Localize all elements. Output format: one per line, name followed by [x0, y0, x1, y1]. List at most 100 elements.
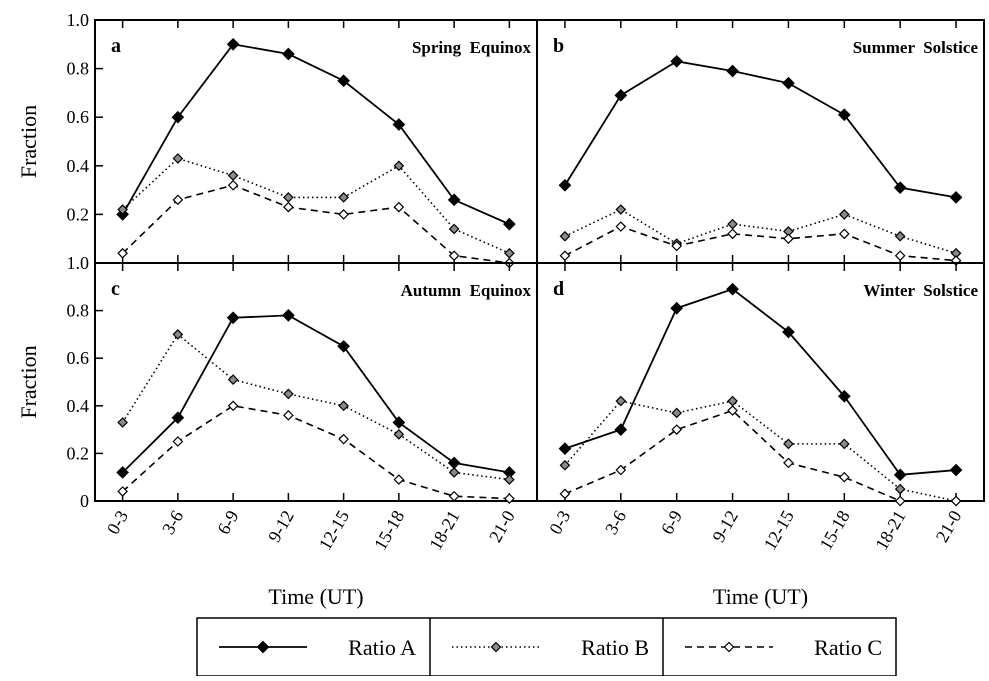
data-point — [447, 193, 461, 207]
x-tick-label: 3-6 — [158, 507, 187, 538]
legend-marker — [256, 640, 270, 654]
x-tick-label: 12-15 — [315, 507, 353, 553]
series-line — [564, 225, 957, 262]
x-axis-title: Time (UT) — [713, 584, 808, 609]
series-line — [564, 208, 957, 255]
legend-item-ratio-c: Ratio C — [662, 618, 882, 676]
x-tick-label: 18-21 — [871, 507, 909, 553]
data-point — [448, 490, 460, 502]
data-point — [503, 217, 516, 231]
series-ratio-a — [116, 309, 516, 479]
legend: Ratio A Ratio B Ratio C — [196, 617, 897, 677]
data-point — [393, 160, 405, 172]
data-point — [338, 400, 349, 412]
data-point — [227, 400, 239, 412]
legend-item-ratio-a: Ratio A — [219, 635, 416, 660]
panel-a: 0.2 0.4 0.6 0.8 1.0 Fraction a Spring Equinox — [16, 10, 538, 269]
x-tick-label: 3-6 — [601, 507, 630, 538]
data-point — [671, 407, 683, 419]
data-point — [949, 463, 963, 477]
y-tick-label: 0.6 — [67, 348, 90, 368]
x-tick-label: 18-21 — [425, 507, 463, 553]
data-point — [837, 389, 851, 403]
y-tick-label: 0 — [80, 491, 89, 511]
data-point — [838, 209, 850, 220]
panel-title: Summer Solstice — [853, 38, 979, 57]
x-tick-label: 6-9 — [657, 507, 686, 538]
data-point — [838, 471, 850, 483]
data-point — [559, 250, 571, 262]
data-point — [670, 301, 684, 315]
x-tick-label: 0-3 — [545, 507, 574, 538]
panel-b: b Summer Solstice — [536, 19, 985, 266]
data-point — [559, 488, 571, 500]
series-line — [564, 60, 957, 199]
data-point — [226, 311, 240, 325]
data-point — [227, 179, 239, 191]
data-point — [227, 374, 239, 385]
data-point — [283, 388, 294, 400]
series-ratio-c — [559, 405, 962, 507]
data-point — [116, 466, 129, 479]
data-point — [894, 495, 906, 507]
series-line — [121, 43, 510, 225]
legend-label: Ratio C — [814, 635, 882, 660]
legend-box — [196, 617, 897, 677]
data-point — [893, 468, 907, 482]
panel-frame — [536, 262, 985, 502]
panel-d: 0-3 3-6 6-9 9-12 12-15 15-18 18-21 21-0 Time (UT… — [536, 262, 985, 609]
data-point — [614, 88, 628, 102]
data-point — [726, 282, 739, 296]
data-point — [727, 228, 738, 240]
data-point — [392, 118, 406, 131]
data-point — [171, 110, 185, 124]
panel-letter: c — [111, 278, 120, 300]
series-line — [122, 184, 510, 264]
data-point — [559, 459, 571, 471]
panel-letter: b — [553, 35, 564, 57]
panel-c: 0 0.2 0.4 0.6 0.8 1.0 Fraction 0-3 3-6 6-9 9-12 12-… — [16, 253, 538, 609]
data-point — [117, 417, 128, 428]
legend-marker — [723, 641, 735, 653]
data-point — [117, 204, 128, 215]
x-tick-label: 6-9 — [213, 507, 242, 538]
y-tick-label: 1.0 — [67, 10, 90, 30]
y-tick-label: 0.2 — [67, 204, 90, 224]
legend-marker — [490, 641, 502, 653]
data-point — [671, 424, 683, 435]
data-point — [783, 438, 794, 450]
data-point — [726, 64, 739, 78]
data-point — [504, 247, 515, 259]
series-line — [122, 157, 510, 255]
data-point — [838, 438, 850, 450]
x-tick-label: 15-18 — [370, 507, 408, 553]
x-tick-label: 12-15 — [760, 507, 798, 553]
data-point — [783, 233, 794, 245]
panel-title: Winter Solstice — [863, 281, 978, 300]
data-point — [615, 395, 627, 407]
series-line — [122, 404, 510, 500]
data-point — [894, 230, 906, 242]
y-axis-title: Fraction — [16, 345, 41, 418]
data-point — [393, 201, 405, 213]
series-line — [564, 409, 957, 502]
x-tick-label: 21-0 — [485, 507, 519, 546]
data-point — [615, 204, 627, 215]
panel-title: Spring Equinox — [412, 38, 532, 57]
series-ratio-b — [559, 395, 962, 507]
data-point — [393, 474, 405, 485]
panel-letter: d — [553, 278, 564, 300]
x-tick-label: 21-0 — [932, 507, 966, 546]
panels: 0.2 0.4 0.6 0.8 1.0 Fraction a Spring Equinox b S… — [16, 10, 985, 609]
data-point — [393, 429, 405, 440]
data-point — [171, 411, 185, 425]
data-point — [448, 250, 460, 262]
data-point — [894, 250, 906, 262]
data-point — [392, 416, 406, 429]
data-point — [226, 37, 240, 51]
panel-title: Autumn Equinox — [401, 281, 532, 300]
data-point — [227, 170, 239, 181]
data-point — [504, 493, 515, 504]
